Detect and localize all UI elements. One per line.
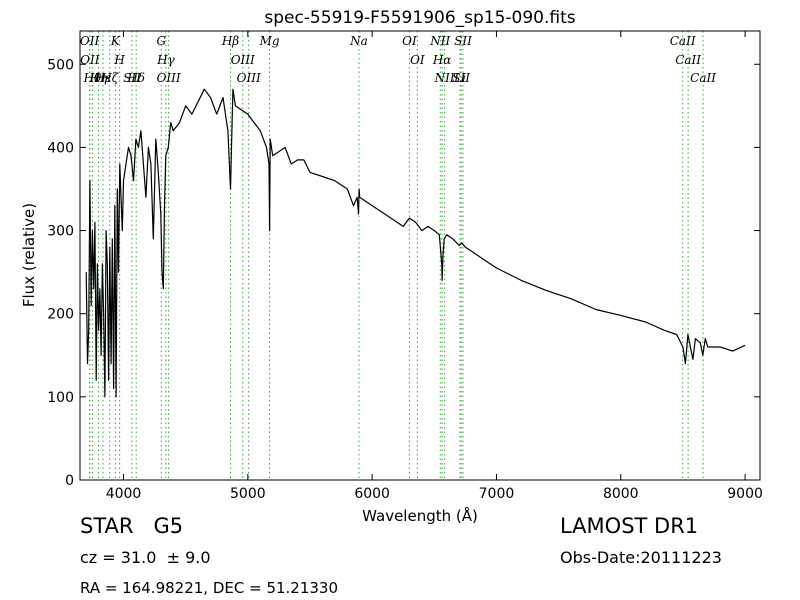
line-marker-label: Na [349,34,368,48]
line-marker-label: Mg [259,34,280,48]
line-marker-label: OI [402,34,417,48]
x-tick-label: 9000 [727,486,763,502]
line-marker-label: CaII [675,53,701,67]
ra-dec: RA = 164.98221, DEC = 51.21330 [80,579,339,597]
line-marker-label: OII [80,34,100,48]
x-tick-label: 4000 [106,486,142,502]
y-axis-ticks: 0 100 200 300 400 500 [47,57,760,489]
line-marker-label: OII [80,53,100,67]
x-tick-label: 5000 [230,486,266,502]
y-tick-label: 100 [47,390,74,406]
line-marker-label: H [113,53,125,67]
line-marker-label: Hγ [156,53,175,67]
line-marker-label: CaII [670,34,696,48]
line-marker-label: Hβ [221,34,239,48]
line-marker-label: NII [434,71,455,85]
line-marker-label: OI [410,53,425,67]
line-marker-label: G [157,34,167,48]
x-tick-label: 7000 [479,486,515,502]
survey-name: LAMOST DR1 [560,514,699,538]
line-marker-label: Hη [89,71,108,85]
line-marker-label: CaII [690,71,716,85]
observation-date: Obs-Date:20111223 [560,548,722,567]
y-tick-label: 200 [47,307,74,323]
line-marker-label: Li [453,71,466,85]
object-class: STAR G5 [80,514,184,538]
emission-line-markers [89,31,704,480]
line-marker-label: Hθ [83,71,102,85]
line-marker-label: NII [429,34,450,48]
line-marker-label: Hα [432,53,452,67]
line-marker-label: SII [452,71,470,85]
line-marker-label: OIII [157,71,181,85]
line-marker-label: Hζ [100,71,119,85]
x-axis-label: Wavelength (Å) [362,506,478,525]
spectrum-line [85,88,746,398]
x-tick-label: 6000 [354,486,390,502]
emission-line-labels: OIIOIIHθHηHεHζKHSIIHδGHγOIIIHβOIIIOIIIMg… [80,34,716,85]
y-tick-label: 0 [65,473,74,489]
line-marker-label: Hε [94,71,112,85]
line-marker-label: Hδ [126,71,145,85]
line-marker-label: OIII [231,53,255,67]
line-marker-label: OIII [237,71,261,85]
y-tick-label: 400 [47,140,74,156]
chart-title: spec-55919-F5591906_sp15-090.fits [264,8,575,28]
line-marker-label: SII [454,34,472,48]
line-marker-label: SII [123,71,141,85]
y-axis-label: Flux (relative) [20,203,38,307]
x-tick-label: 8000 [603,486,639,502]
line-marker-label: K [110,34,121,48]
plot-frame [79,30,761,481]
y-tick-label: 500 [47,57,74,73]
x-axis-ticks: 4000 5000 6000 7000 8000 9000 [106,31,763,502]
y-tick-label: 300 [47,224,74,240]
redshift-cz: cz = 31.0 ± 9.0 [80,548,211,567]
